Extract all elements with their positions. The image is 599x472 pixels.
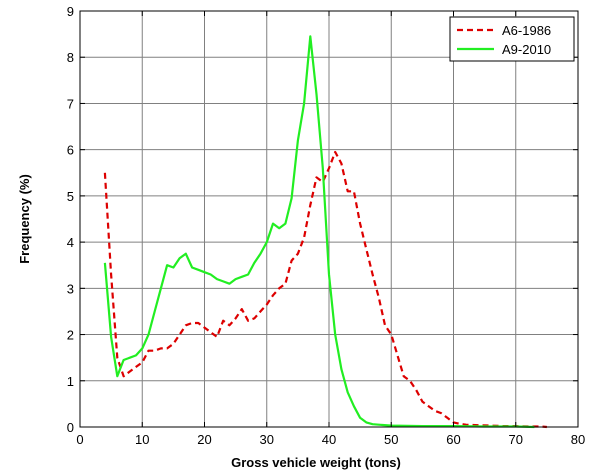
- legend-box: [449, 16, 575, 62]
- y-axis-label: Frequency (%): [17, 174, 32, 264]
- y-tick-label: 6: [67, 143, 74, 158]
- x-tick-label: 60: [446, 432, 460, 447]
- y-tick-label: 7: [67, 96, 74, 111]
- y-tick-label: 1: [67, 374, 74, 389]
- series-line-a6-1986: [103, 150, 547, 429]
- grid-lines: [80, 11, 578, 427]
- x-tick-label: 40: [322, 432, 336, 447]
- y-tick-label: 9: [67, 4, 74, 19]
- legend-label-a6-1986: A6-1986: [502, 23, 551, 38]
- x-tick-label: 50: [384, 432, 398, 447]
- x-tick-label: 0: [76, 432, 83, 447]
- legend-label-a9-2010: A9-2010: [502, 42, 551, 57]
- x-tick-label: 20: [197, 432, 211, 447]
- y-tick-label: 2: [67, 328, 74, 343]
- legend: A6-1986 A9-2010: [449, 16, 575, 62]
- series-line-a9-2010: [103, 35, 535, 429]
- x-axis-label: Gross vehicle weight (tons): [231, 455, 401, 470]
- y-tick-label: 0: [67, 420, 74, 435]
- x-tick-label: 70: [509, 432, 523, 447]
- series-layer: [103, 35, 547, 429]
- y-tick-label: 5: [67, 189, 74, 204]
- x-tick-label: 80: [571, 432, 585, 447]
- y-tick-label: 4: [67, 235, 74, 250]
- y-tick-label: 3: [67, 281, 74, 296]
- y-tick-label: 8: [67, 50, 74, 65]
- x-tick-label: 10: [135, 432, 149, 447]
- axis-ticks: [79, 10, 579, 428]
- x-tick-label: 30: [260, 432, 274, 447]
- tick-labels: 0 10 20 30 40 50 60 70 80 0 1 2 3 4 5 6 7 8 9: [67, 4, 585, 447]
